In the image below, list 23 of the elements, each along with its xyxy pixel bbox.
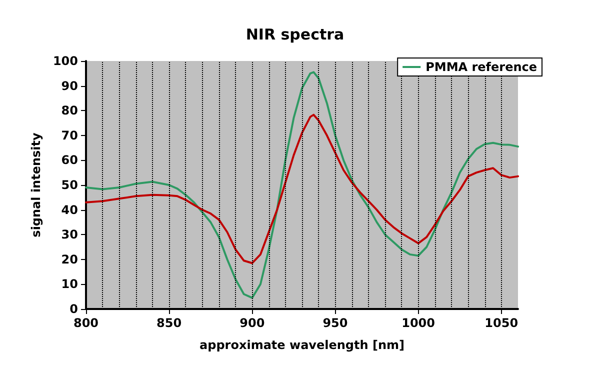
chart-title: NIR spectra <box>246 26 344 44</box>
x-tick-label: 1050 <box>484 316 518 330</box>
x-tick-label: 900 <box>240 316 265 330</box>
y-tick-label: 80 <box>61 104 78 118</box>
y-tick-label: 40 <box>61 202 78 217</box>
y-tick-label: 0 <box>70 302 78 316</box>
line-series <box>85 114 519 264</box>
x-tick-label: 950 <box>322 316 348 330</box>
y-tick-label: 60 <box>61 153 78 168</box>
x-tick-label: 800 <box>73 316 99 330</box>
x-axis-title: approximate wavelength [nm] <box>200 338 404 352</box>
y-tick-label: 70 <box>61 128 78 142</box>
y-tick-label: 100 <box>52 54 78 68</box>
legend-label: PMMA reference <box>426 60 538 74</box>
y-tick-label: 50 <box>61 178 78 192</box>
y-tick-label: 20 <box>61 252 78 266</box>
y-tick-label: 30 <box>61 228 78 242</box>
x-tick-label: 850 <box>156 316 182 330</box>
y-axis-title: signal intensity <box>29 132 44 238</box>
y-tick-label: 10 <box>61 277 78 292</box>
x-tick-label: 1000 <box>402 316 436 330</box>
line-series <box>85 71 519 299</box>
y-tick-label: 90 <box>61 78 78 93</box>
